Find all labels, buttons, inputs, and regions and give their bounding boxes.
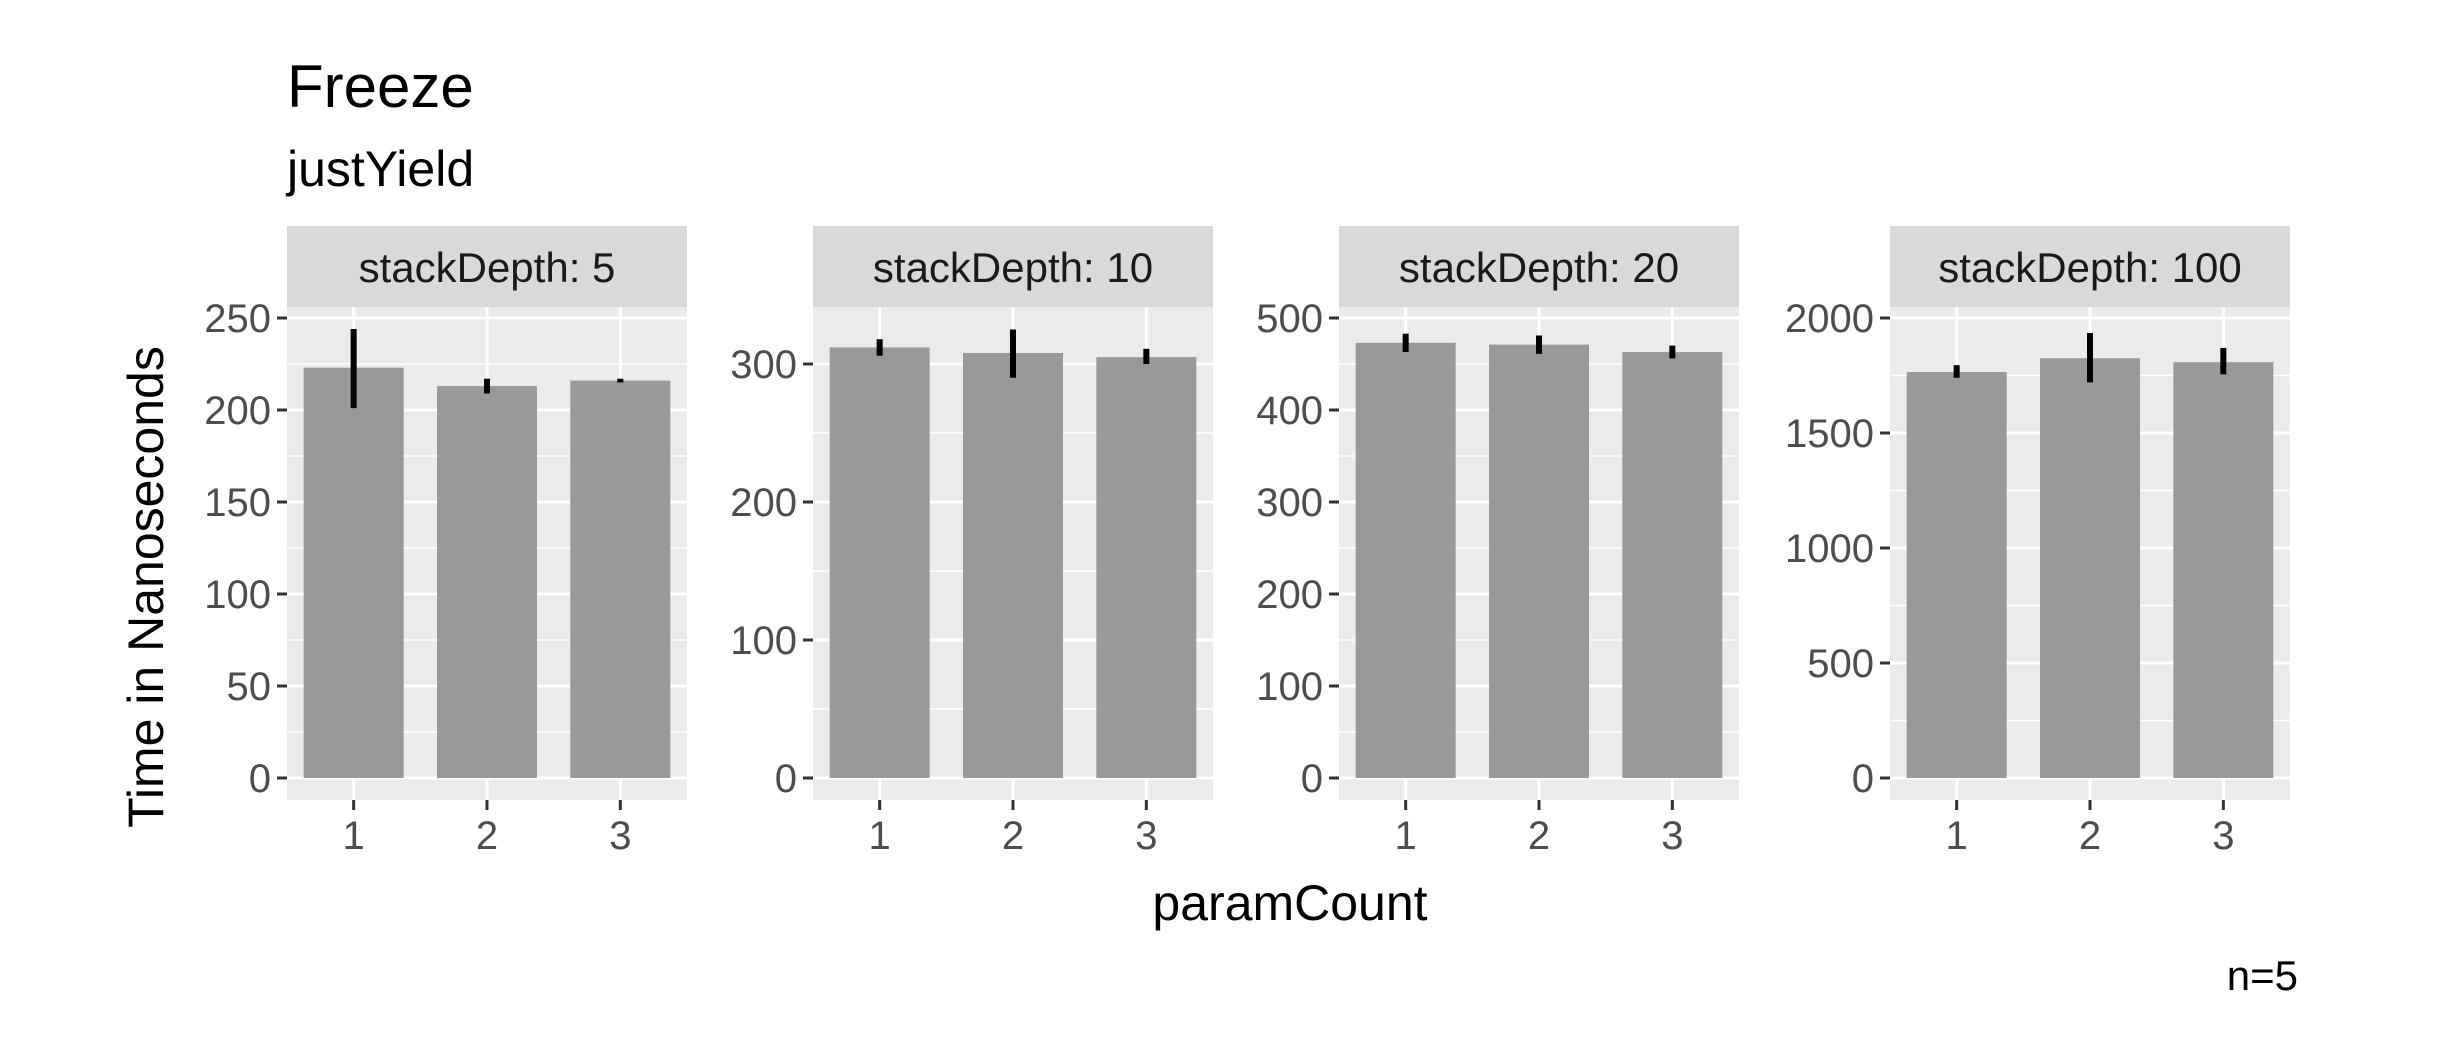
facet-label: stackDepth: 5 bbox=[359, 244, 616, 291]
y-tick-label: 100 bbox=[1256, 665, 1323, 709]
facet-label: stackDepth: 20 bbox=[1399, 244, 1679, 291]
facet-panel: stackDepth: 20 0 100 200 300 400 500 1 2 3 bbox=[1256, 226, 1739, 858]
y-tick-label: 200 bbox=[730, 481, 797, 525]
bar bbox=[1489, 344, 1589, 778]
y-tick-label: 200 bbox=[1256, 573, 1323, 617]
chart-subtitle: justYield bbox=[285, 141, 474, 197]
facet-strip bbox=[287, 226, 687, 307]
y-tick-label: 2000 bbox=[1785, 297, 1874, 341]
x-tick-label: 3 bbox=[609, 814, 631, 858]
y-tick-label: 100 bbox=[730, 619, 797, 663]
bar bbox=[1096, 357, 1197, 778]
chart-title: Freeze bbox=[287, 53, 474, 120]
facet-panel: stackDepth: 10 0 100 200 300 1 2 3 bbox=[730, 226, 1213, 858]
bar bbox=[437, 386, 537, 778]
bar bbox=[1622, 352, 1723, 778]
x-tick-label: 1 bbox=[1395, 814, 1417, 858]
y-tick-label: 100 bbox=[204, 573, 271, 617]
y-tick-label: 500 bbox=[1807, 642, 1874, 686]
facet-panel: stackDepth: 100 0 500 1000 1500 2000 1 2 3 bbox=[1785, 226, 2290, 858]
facet-strip bbox=[1890, 226, 2290, 307]
y-tick-label: 400 bbox=[1256, 389, 1323, 433]
y-tick-label: 0 bbox=[1852, 757, 1874, 801]
facet-strip bbox=[813, 226, 1213, 307]
x-tick-label: 2 bbox=[2079, 814, 2101, 858]
bar bbox=[303, 367, 404, 778]
y-tick-label: 200 bbox=[204, 389, 271, 433]
y-tick-label: 250 bbox=[204, 297, 271, 341]
x-tick-label: 2 bbox=[1002, 814, 1024, 858]
x-tick-label: 3 bbox=[1135, 814, 1157, 858]
bar bbox=[963, 352, 1063, 778]
bar bbox=[2173, 362, 2274, 778]
x-tick-label: 2 bbox=[1528, 814, 1550, 858]
y-tick-label: 0 bbox=[249, 757, 271, 801]
y-tick-label: 500 bbox=[1256, 297, 1323, 341]
x-axis-label: paramCount bbox=[1152, 875, 1427, 931]
y-tick-label: 300 bbox=[730, 343, 797, 387]
y-axis-label: Time in Nanoseconds bbox=[118, 346, 174, 828]
x-tick-label: 3 bbox=[1661, 814, 1683, 858]
bar bbox=[570, 380, 671, 778]
x-tick-label: 1 bbox=[1946, 814, 1968, 858]
y-tick-label: 150 bbox=[204, 481, 271, 525]
y-tick-label: 1000 bbox=[1785, 527, 1874, 571]
y-tick-label: 1500 bbox=[1785, 412, 1874, 456]
bar bbox=[829, 347, 930, 778]
facet-label: stackDepth: 10 bbox=[873, 244, 1153, 291]
x-tick-label: 1 bbox=[343, 814, 365, 858]
x-tick-label: 1 bbox=[869, 814, 891, 858]
caption: n=5 bbox=[2227, 952, 2298, 999]
x-tick-label: 2 bbox=[476, 814, 498, 858]
bar bbox=[1355, 342, 1456, 778]
y-tick-label: 300 bbox=[1256, 481, 1323, 525]
facet-strip bbox=[1339, 226, 1739, 307]
x-tick-label: 3 bbox=[2212, 814, 2234, 858]
y-tick-label: 50 bbox=[227, 665, 272, 709]
facet-label: stackDepth: 100 bbox=[1938, 244, 2242, 291]
y-tick-label: 0 bbox=[775, 757, 797, 801]
y-tick-label: 0 bbox=[1301, 757, 1323, 801]
bar bbox=[2040, 358, 2140, 778]
facet-panel: stackDepth: 5 0 50 100 150 200 250 1 2 3 bbox=[204, 226, 687, 858]
bar bbox=[1906, 372, 2007, 778]
